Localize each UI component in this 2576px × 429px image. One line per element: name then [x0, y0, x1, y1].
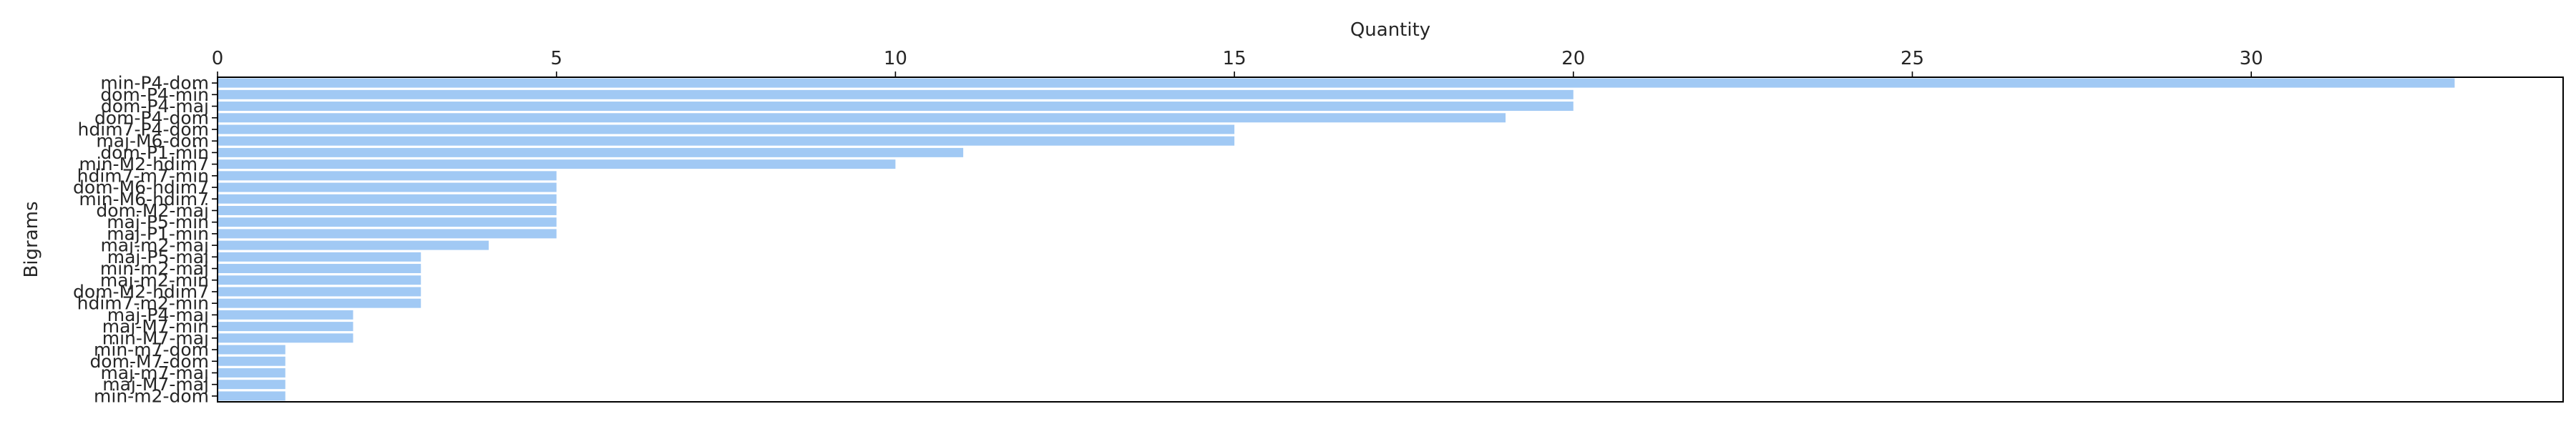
y-tick-label: maj-P5-maj: [107, 247, 209, 267]
y-tick-label: maj-M6-dom: [96, 131, 209, 152]
bar-maj-M7-min: [218, 322, 353, 332]
bar-min-P4-dom: [218, 78, 2455, 88]
bar-maj-m2-maj: [218, 240, 489, 250]
y-tick-label: hdim7-m7-min: [77, 165, 209, 186]
y-tick-label: maj-M7-maj: [102, 374, 209, 395]
bar-hdim7-m2-min: [218, 298, 421, 308]
x-tick-label: 20: [1561, 48, 1585, 69]
bar-hdim7-m7-min: [218, 171, 557, 181]
bar-dom-P4-min: [218, 89, 1574, 99]
y-tick-label: dom-P4-min: [100, 84, 209, 105]
y-ticks-group: min-P4-domdom-P4-mindom-P4-majdom-P4-dom…: [73, 73, 218, 406]
y-axis-label: Bigrams: [21, 201, 42, 277]
y-tick-label: dom-M2-maj: [96, 200, 209, 221]
y-tick-label: dom-P4-dom: [94, 107, 209, 128]
y-tick-label: dom-M7-dom: [89, 351, 209, 372]
y-tick-label: maj-P5-min: [107, 212, 209, 232]
x-tick-label: 0: [212, 48, 224, 69]
y-tick-label: min-M7-maj: [102, 327, 209, 348]
y-tick-label: min-m2-maj: [100, 258, 209, 279]
x-ticks-group: 0 5 10 15 20 25 30: [212, 48, 2263, 77]
y-tick-label: maj-M7-min: [102, 316, 209, 337]
bar-maj-m7-maj: [218, 368, 286, 378]
y-tick-label: dom-P4-maj: [101, 96, 209, 117]
plot-frame: [217, 77, 2564, 403]
x-tick-label: 10: [884, 48, 907, 69]
bar-min-m7-dom: [218, 345, 286, 355]
bar-min-m2-dom: [218, 391, 286, 401]
y-tick-label: maj-P4-maj: [107, 305, 209, 325]
y-tick-label: maj-m2-min: [100, 270, 209, 290]
bar-hdim7-P4-dom: [218, 124, 1235, 134]
y-tick-label: maj-m2-maj: [100, 235, 209, 256]
x-tick-label: 15: [1223, 48, 1246, 69]
bar-min-M2-hdim7: [218, 159, 896, 169]
y-tick-label: dom-P1-min: [100, 142, 209, 163]
bar-dom-P4-maj: [218, 102, 1574, 112]
bar-dom-M6-hdim7: [218, 182, 557, 192]
bar-dom-M2-maj: [218, 205, 557, 215]
bar-maj-P1-min: [218, 229, 557, 239]
y-tick-label: dom-M2-hdim7: [73, 281, 209, 302]
x-tick-label: 5: [550, 48, 562, 69]
bar-dom-P1-min: [218, 147, 964, 157]
y-tick-label: dom-M6-hdim7: [73, 177, 209, 198]
y-tick-label: min-m7-dom: [94, 340, 209, 360]
bar-min-M6-hdim7: [218, 194, 557, 204]
bar-maj-m2-min: [218, 275, 421, 285]
bar-dom-M2-hdim7: [218, 287, 421, 297]
bar-maj-P5-min: [218, 217, 557, 227]
x-tick-label: 30: [2240, 48, 2263, 69]
bar-maj-M7-maj: [218, 380, 286, 390]
y-tick-label: min-M6-hdim7: [79, 189, 209, 209]
bar-maj-M6-dom: [218, 136, 1235, 146]
y-tick-label: maj-P1-min: [107, 223, 209, 244]
bar-maj-P4-maj: [218, 310, 353, 320]
bar-min-M7-maj: [218, 333, 353, 343]
y-tick-label: min-M2-hdim7: [79, 154, 209, 174]
bar-dom-M7-dom: [218, 356, 286, 366]
bars-group: [218, 78, 2455, 401]
y-tick-label: min-P4-dom: [100, 73, 209, 94]
y-tick-label: hdim7-P4-dom: [78, 119, 209, 139]
bar-min-m2-maj: [218, 264, 421, 274]
x-axis-label: Quantity: [1350, 19, 1430, 41]
bar-maj-P5-maj: [218, 252, 421, 262]
bar-dom-P4-dom: [218, 113, 1506, 123]
y-tick-label: hdim7-m2-min: [77, 293, 209, 314]
x-tick-label: 25: [1901, 48, 1924, 69]
y-tick-label: maj-m7-maj: [100, 363, 209, 383]
y-tick-label: min-m2-dom: [94, 385, 209, 406]
